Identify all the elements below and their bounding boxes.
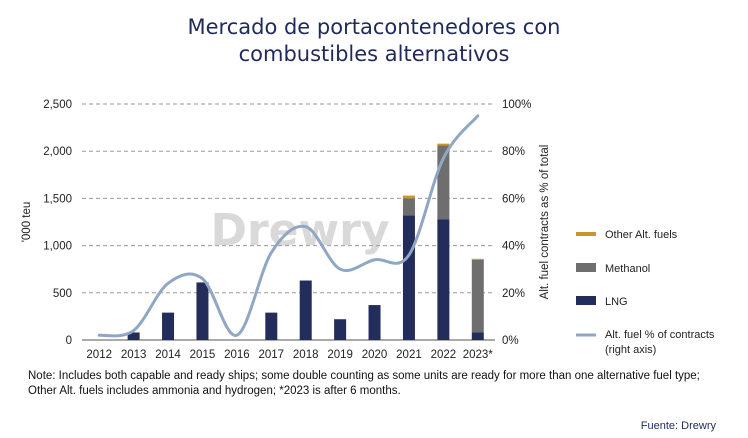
bar-lng-2018 [299,280,312,340]
legend-label-other: Other Alt. fuels [605,229,678,241]
x-tick-label: 2017 [258,349,284,361]
y-tick-label: 0 [66,335,72,347]
bar-methanol-2021 [402,198,415,216]
y-tick-label: 1,500 [43,193,72,205]
chart-title: Mercado de portacontenedores con combust… [0,14,748,68]
bar-lng-2022 [437,219,450,340]
x-tick-label: 2019 [327,349,353,361]
x-tick-label: 2018 [293,349,319,361]
x-tick-label: 2012 [86,349,112,361]
legend-swatch-other [576,232,596,236]
x-tick-label: 2015 [190,349,216,361]
y-axis-title: '000 teu [21,202,33,243]
legend-label-methanol: Methanol [605,263,650,275]
legend-label-line: Alt. fuel % of contracts [605,329,715,341]
bar-lng-2023 [471,332,484,340]
bar-other-alt-fuels-2023 [471,258,484,260]
watermark-logo: Drewry [210,205,389,256]
x-tick-label: 2014 [155,349,181,361]
x-tick-label: 2022 [431,349,457,361]
x-tick-label: 2020 [362,349,388,361]
bar-other-alt-fuels-2021 [402,195,415,199]
line-alt-fuel-pct [97,114,480,338]
y2-tick-label: 60% [502,193,525,205]
y-tick-label: 2,500 [43,99,72,111]
y-tick-label: 1,000 [43,241,72,253]
y2-tick-label: 80% [502,146,525,158]
bar-other-alt-fuels-2022 [437,143,450,146]
bar-lng-2021 [402,215,415,340]
bar-lng-2013 [127,332,140,340]
bar-methanol-2023 [471,259,484,333]
y2-tick-label: 0% [502,335,519,347]
bar-lng-2020 [368,305,381,340]
legend-label-lng: LNG [605,296,628,308]
y2-tick-label: 100% [502,99,531,111]
legend-swatch-lng [576,296,596,305]
x-tick-label: 2016 [224,349,250,361]
legend-label-line-axis: (right axis) [605,344,656,356]
x-tick-label: 2021 [396,349,422,361]
bar-lng-2014 [162,312,175,340]
x-tick-label: 2023* [463,349,494,361]
y2-tick-label: 20% [502,288,525,300]
x-tick-label: 2013 [121,349,147,361]
chart-title-line-1: Mercado de portacontenedores con [187,15,561,39]
y2-tick-label: 40% [502,241,525,253]
source-credit: Fuente: Drewry [640,420,716,432]
chart-title-line-2: combustibles alternativos [238,42,510,66]
legend-swatch-methanol [576,263,596,272]
bar-lng-2019 [334,319,347,340]
bar-lng-2015 [196,282,209,340]
y-tick-label: 2,000 [43,146,72,158]
y-tick-label: 500 [53,288,72,300]
chart-note: Note: Includes both capable and ready sh… [28,370,700,397]
bar-lng-2017 [265,312,278,340]
y2-axis-title: Alt. fuel contracts as % of total [539,145,551,300]
